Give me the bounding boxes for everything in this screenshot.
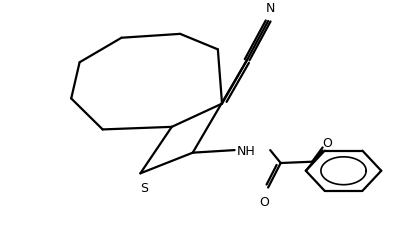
- Text: O: O: [259, 195, 269, 208]
- Text: O: O: [322, 137, 332, 150]
- Text: NH: NH: [236, 144, 255, 157]
- Text: N: N: [265, 2, 275, 15]
- Text: S: S: [140, 181, 148, 194]
